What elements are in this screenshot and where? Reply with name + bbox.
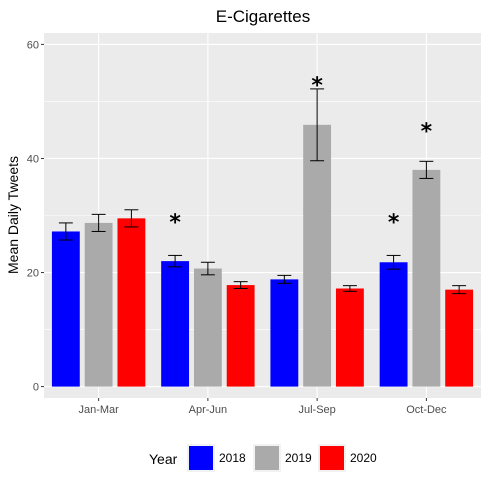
legend-label: 2020 [350,451,377,465]
y-tick-label: 40 [27,153,39,165]
significance-star: * [421,119,433,144]
legend-item-2020: 2020 [318,444,377,472]
significance-star: * [169,211,181,236]
bars [51,124,474,387]
significance-markers: * * * * [169,74,432,236]
y-axis: 0 20 40 60 [27,39,44,394]
chart-title: E-Cigarettes [216,7,310,26]
error-bar-2019-Oct-Dec [419,160,434,179]
error-bar-2018-Jul-Sep [277,274,292,284]
error-bar-2018-Oct-Dec [386,254,401,270]
error-bar-2020-Jul-Sep [342,285,357,292]
legend-key-swatch [255,446,279,470]
bar-2018-Apr-Jun [161,261,190,387]
bar-2018-Jul-Sep [270,279,299,387]
bar-2019-Oct-Dec [412,169,441,387]
y-axis-title: Mean Daily Tweets [5,156,21,274]
y-tick-label: 0 [33,382,39,394]
legend-item-2018: 2018 [187,444,246,472]
legend-key-swatch [189,446,213,470]
bar-2019-Jul-Sep [303,124,332,387]
significance-star: * [311,74,323,99]
significance-star: * [388,211,400,236]
y-tick-label: 20 [27,268,39,280]
error-bar-2018-Apr-Jun [168,254,183,268]
x-tick-label: Apr-Jun [189,404,228,416]
legend-item-2019: 2019 [253,444,312,472]
x-tick-label: Jul-Sep [298,404,335,416]
bar-2019-Apr-Jun [193,268,222,387]
bar-2018-Jan-Mar [51,231,80,387]
error-bars [58,88,467,295]
error-bar-2019-Apr-Jun [200,261,215,276]
bar-2020-Oct-Dec [445,289,474,387]
error-bar-2019-Jan-Mar [91,213,106,232]
x-tick-label: Jan-Mar [78,404,119,416]
error-bar-2020-Apr-Jun [233,281,248,289]
bar-2020-Jan-Mar [117,218,146,387]
legend-label: 2018 [219,451,246,465]
legend-title: Year [149,451,178,467]
legend-label: 2019 [285,451,312,465]
bar-2019-Jan-Mar [84,222,113,387]
y-tick-label: 60 [27,39,39,51]
error-bar-2020-Jan-Mar [124,209,139,228]
bar-2020-Apr-Jun [226,285,255,387]
error-bar-2019-Jul-Sep [310,88,325,162]
error-bar-2020-Oct-Dec [452,285,467,295]
x-axis: Jan-Mar Apr-Jun Jul-Sep Oct-Dec [78,398,447,416]
bar-2018-Oct-Dec [379,262,408,387]
x-tick-label: Oct-Dec [406,404,447,416]
bar-2020-Jul-Sep [335,288,364,387]
legend: Year 2018 2019 2020 [149,444,377,472]
error-bar-2018-Jan-Mar [58,222,73,241]
legend-key-swatch [320,446,344,470]
